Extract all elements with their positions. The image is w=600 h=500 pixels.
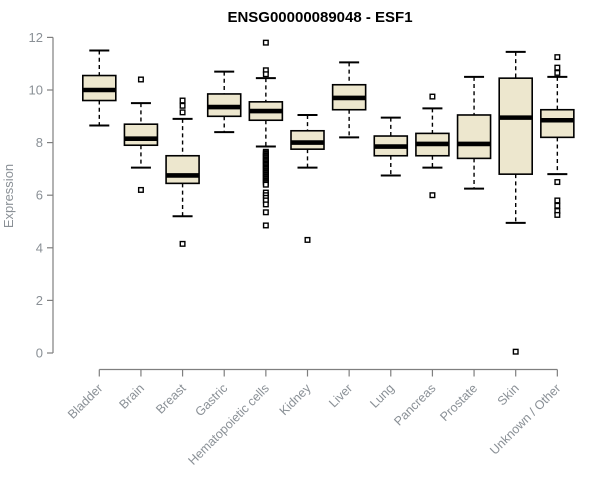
y-tick-label-12: 12 (29, 30, 43, 45)
y-tick-label-2: 2 (36, 293, 43, 308)
outlier-point-0 (262, 39, 269, 46)
x-tick-label-lung: Lung (367, 381, 397, 411)
x-tick-label-hematopoietic-cells: Hematopoietic cells (185, 381, 272, 468)
x-tick-label-prostate: Prostate (437, 381, 480, 424)
x-tick-label-bladder: Bladder (65, 381, 105, 421)
plot-content: 0 2 4 6 8 10 12 Bladder Brain Breast GastricHemato… (29, 30, 575, 468)
boxplot-unknown-other (540, 54, 575, 218)
x-tick-label-breast: Breast (153, 381, 189, 417)
outlier-point-0 (429, 93, 436, 100)
iqr-box (498, 77, 534, 175)
x-tick-label-unknown-other: Unknown / Other (487, 381, 563, 457)
x-tick-label-skin: Skin (495, 381, 522, 408)
x-tick-label-pancreas: Pancreas (391, 381, 438, 428)
boxplot-kidney (290, 113, 325, 243)
iqr-box (290, 129, 325, 150)
x-tick-label-gastric: Gastric (192, 381, 230, 419)
iqr-box (456, 114, 492, 160)
outlier-point-5 (554, 202, 561, 209)
y-tick-label-10: 10 (29, 83, 43, 98)
outlier-point-1 (179, 102, 186, 109)
outlier-point-0 (179, 97, 186, 104)
chart-title: ENSG00000089048 - ESF1 (227, 9, 412, 26)
outlier-point-0 (304, 236, 311, 243)
y-tick-label-8: 8 (36, 135, 43, 150)
outlier-point-7 (554, 211, 561, 218)
outlier-point-3 (179, 240, 186, 247)
outlier-point-4 (554, 197, 561, 204)
y-tick-label-6: 6 (36, 188, 43, 203)
boxplot-skin (498, 50, 534, 355)
outlier-point-1 (137, 186, 144, 193)
outlier-point-2 (262, 71, 269, 78)
y-tick-label-0: 0 (36, 346, 43, 361)
x-tick-label-brain: Brain (117, 381, 148, 412)
outlier-point-3 (554, 179, 561, 186)
outlier-point-2 (179, 109, 186, 116)
iqr-box (123, 123, 159, 147)
x-tick-label-liver: Liver (326, 381, 355, 410)
outlier-point-35 (262, 222, 269, 229)
boxplot-pancreas (415, 93, 450, 199)
iqr-box (540, 108, 575, 139)
boxplot-liver (331, 61, 367, 139)
y-axis-label: Expression (1, 164, 16, 228)
boxplot-prostate (456, 75, 492, 190)
boxplot-lung (373, 116, 409, 177)
outlier-point-0 (512, 348, 519, 355)
outlier-point-0 (554, 54, 561, 61)
boxplot-hematopoietic-cells (248, 39, 284, 229)
outlier-point-33 (262, 201, 269, 208)
boxplot-breast (165, 97, 200, 247)
outlier-point-28 (262, 181, 269, 188)
boxplot-bladder (82, 49, 117, 127)
outlier-point-34 (262, 209, 269, 216)
y-tick-label-4: 4 (36, 240, 43, 255)
x-tick-label-kidney: Kidney (277, 381, 314, 418)
iqr-box (165, 154, 200, 185)
outlier-point-2 (554, 69, 561, 76)
boxplot-gastric (206, 70, 242, 134)
outlier-point-0 (137, 76, 144, 83)
boxplot-brain (123, 76, 159, 193)
outlier-point-1 (429, 192, 436, 199)
outlier-point-1 (554, 64, 561, 71)
